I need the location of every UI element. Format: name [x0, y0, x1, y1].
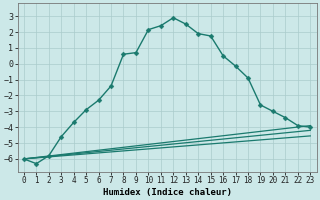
X-axis label: Humidex (Indice chaleur): Humidex (Indice chaleur): [103, 188, 232, 197]
